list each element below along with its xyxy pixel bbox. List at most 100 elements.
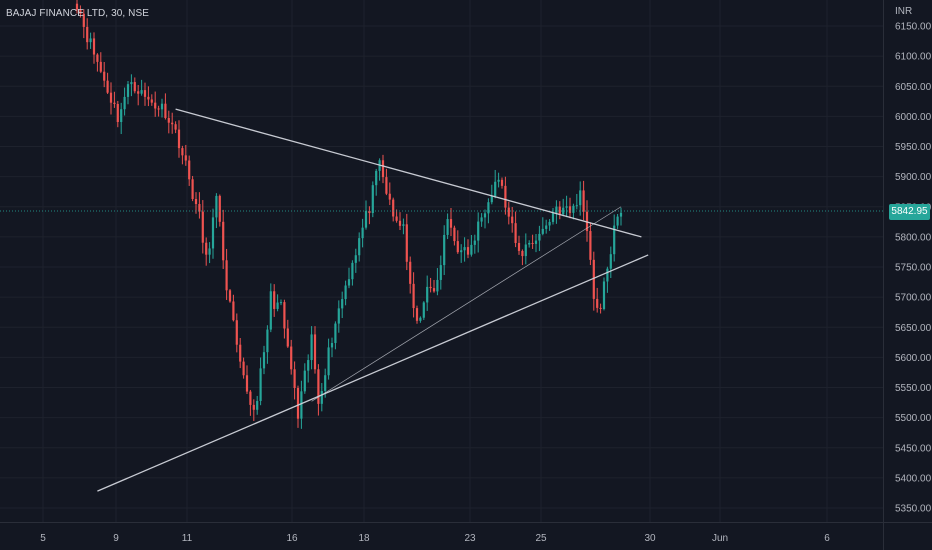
candle-body	[164, 103, 167, 119]
candle-body	[528, 242, 531, 245]
candle-body	[86, 26, 89, 43]
candle-body	[198, 204, 201, 212]
candle-body	[283, 302, 286, 329]
candle-body	[470, 244, 473, 255]
candle-body	[96, 54, 99, 62]
y-tick-label: 6100.00	[895, 52, 932, 63]
x-tick-label: 25	[535, 533, 547, 544]
candle-body	[334, 323, 337, 344]
candle-body	[317, 369, 320, 404]
y-tick-label: 5450.00	[895, 443, 932, 454]
candle-body	[174, 124, 177, 130]
candle-body	[167, 118, 170, 123]
y-tick-label: 5550.00	[895, 383, 932, 394]
candle-body	[99, 61, 102, 72]
candle-body	[228, 290, 232, 302]
candle-body	[290, 346, 293, 370]
candle-body	[262, 352, 266, 369]
candle-body	[130, 82, 133, 85]
y-tick-label: 5350.00	[895, 504, 932, 515]
candle-body	[320, 390, 323, 404]
candle-body	[327, 347, 330, 376]
candle-body	[245, 375, 249, 392]
candle-body	[456, 241, 459, 253]
candle-body	[487, 202, 490, 214]
candle-body	[500, 179, 504, 186]
candle-body	[507, 207, 510, 217]
y-tick-label: 5950.00	[895, 142, 932, 153]
candle-body	[256, 400, 259, 410]
candle-body	[381, 160, 385, 178]
candle-body	[113, 102, 116, 104]
candle-body	[609, 254, 612, 269]
candle-body	[415, 308, 419, 321]
candle-body	[279, 302, 283, 304]
candle-body	[606, 268, 609, 282]
candle-body	[385, 177, 388, 194]
candle-body	[330, 343, 334, 348]
candle-body	[439, 265, 442, 280]
candle-body	[184, 155, 187, 161]
candle-body	[575, 205, 578, 207]
candle-body	[157, 108, 160, 110]
candle-body	[205, 242, 208, 255]
candle-body	[429, 286, 432, 289]
candle-body	[133, 82, 136, 92]
candle-body	[548, 221, 551, 226]
candle-body	[313, 334, 317, 370]
candle-body	[116, 103, 119, 123]
y-tick-label: 5400.00	[895, 473, 932, 484]
candle-body	[150, 99, 153, 103]
candle-body	[266, 329, 269, 353]
candle-body	[109, 92, 113, 103]
candle-body	[596, 298, 599, 308]
candle-body	[137, 91, 140, 94]
candle-body	[273, 291, 276, 309]
candle-body	[521, 250, 524, 257]
y-tick-label: 6050.00	[895, 82, 932, 93]
candle-body	[276, 302, 279, 309]
candle-body	[341, 299, 344, 309]
candle-body	[354, 255, 357, 263]
candle-body	[582, 190, 585, 212]
candle-body	[269, 291, 272, 330]
y-tick-label: 5800.00	[895, 232, 932, 243]
candle-body	[215, 195, 218, 218]
y-tick-label: 5600.00	[895, 353, 932, 364]
candle-body	[555, 206, 558, 213]
candle-body	[443, 234, 446, 266]
candle-body	[388, 193, 391, 200]
candle-body	[432, 288, 436, 292]
candle-body	[242, 361, 245, 376]
trendline-upper-resistance	[175, 108, 642, 238]
candle-body	[351, 262, 354, 280]
candle-body	[177, 129, 181, 149]
candle-body	[364, 210, 368, 228]
candle-body	[92, 38, 96, 55]
candle-body	[490, 195, 493, 203]
candle-body	[446, 219, 449, 235]
candle-body	[286, 328, 289, 347]
candle-body	[140, 90, 143, 94]
candle-body	[337, 308, 340, 324]
candle-body	[293, 369, 296, 388]
candle-body	[463, 247, 466, 251]
candle-body	[592, 259, 595, 299]
candle-body	[375, 170, 378, 186]
candle-body	[120, 109, 123, 123]
candle-body	[147, 96, 150, 100]
x-tick-label: 16	[286, 533, 298, 544]
currency-label: INR	[895, 6, 913, 17]
candle-body	[616, 216, 619, 226]
candle-body	[296, 387, 300, 419]
candle-body	[436, 279, 439, 292]
candle-body	[211, 217, 215, 249]
candle-body	[494, 181, 497, 196]
trendline-lower-support	[97, 254, 649, 492]
candle-body	[412, 283, 415, 309]
symbol-title: BAJAJ FINANCE LTD, 30, NSE	[6, 8, 150, 19]
x-tick-label: 5	[40, 533, 46, 544]
trendline-inner-rising-line	[311, 206, 622, 402]
